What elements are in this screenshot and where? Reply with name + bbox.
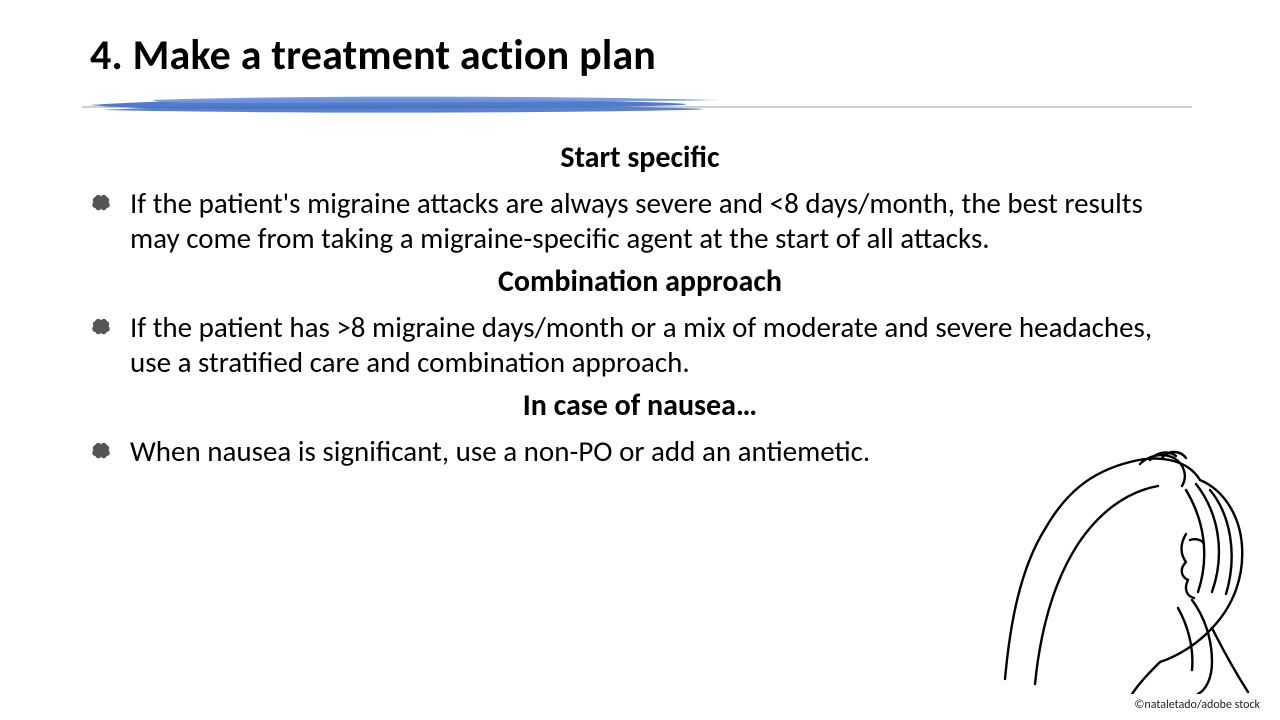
bullet-list-1: If the patient's migraine attacks are al… (90, 186, 1190, 257)
brain-icon (90, 193, 112, 213)
headache-woman-illustration-icon (990, 394, 1270, 694)
title-underline (90, 91, 1190, 121)
brain-icon (90, 317, 112, 337)
list-item: If the patient's migraine attacks are al… (90, 186, 1190, 257)
bullet-list-2: If the patient has >8 migraine days/mont… (90, 310, 1190, 381)
section-heading-2: Combination approach (90, 263, 1190, 300)
image-credit: ©nataletado/adobe stock (1134, 698, 1260, 712)
section-heading-1: Start specific (90, 139, 1190, 176)
brush-rule-icon (82, 91, 1192, 121)
bullet-text: If the patient has >8 migraine days/mont… (130, 309, 1152, 380)
bullet-text: If the patient's migraine attacks are al… (130, 185, 1143, 256)
list-item: If the patient has >8 migraine days/mont… (90, 310, 1190, 381)
brain-icon (90, 441, 112, 461)
slide-title: 4. Make a treatment action plan (90, 30, 1190, 81)
slide: 4. Make a treatment action plan Start sp… (0, 0, 1280, 720)
bullet-text: When nausea is significant, use a non-PO… (130, 433, 870, 469)
